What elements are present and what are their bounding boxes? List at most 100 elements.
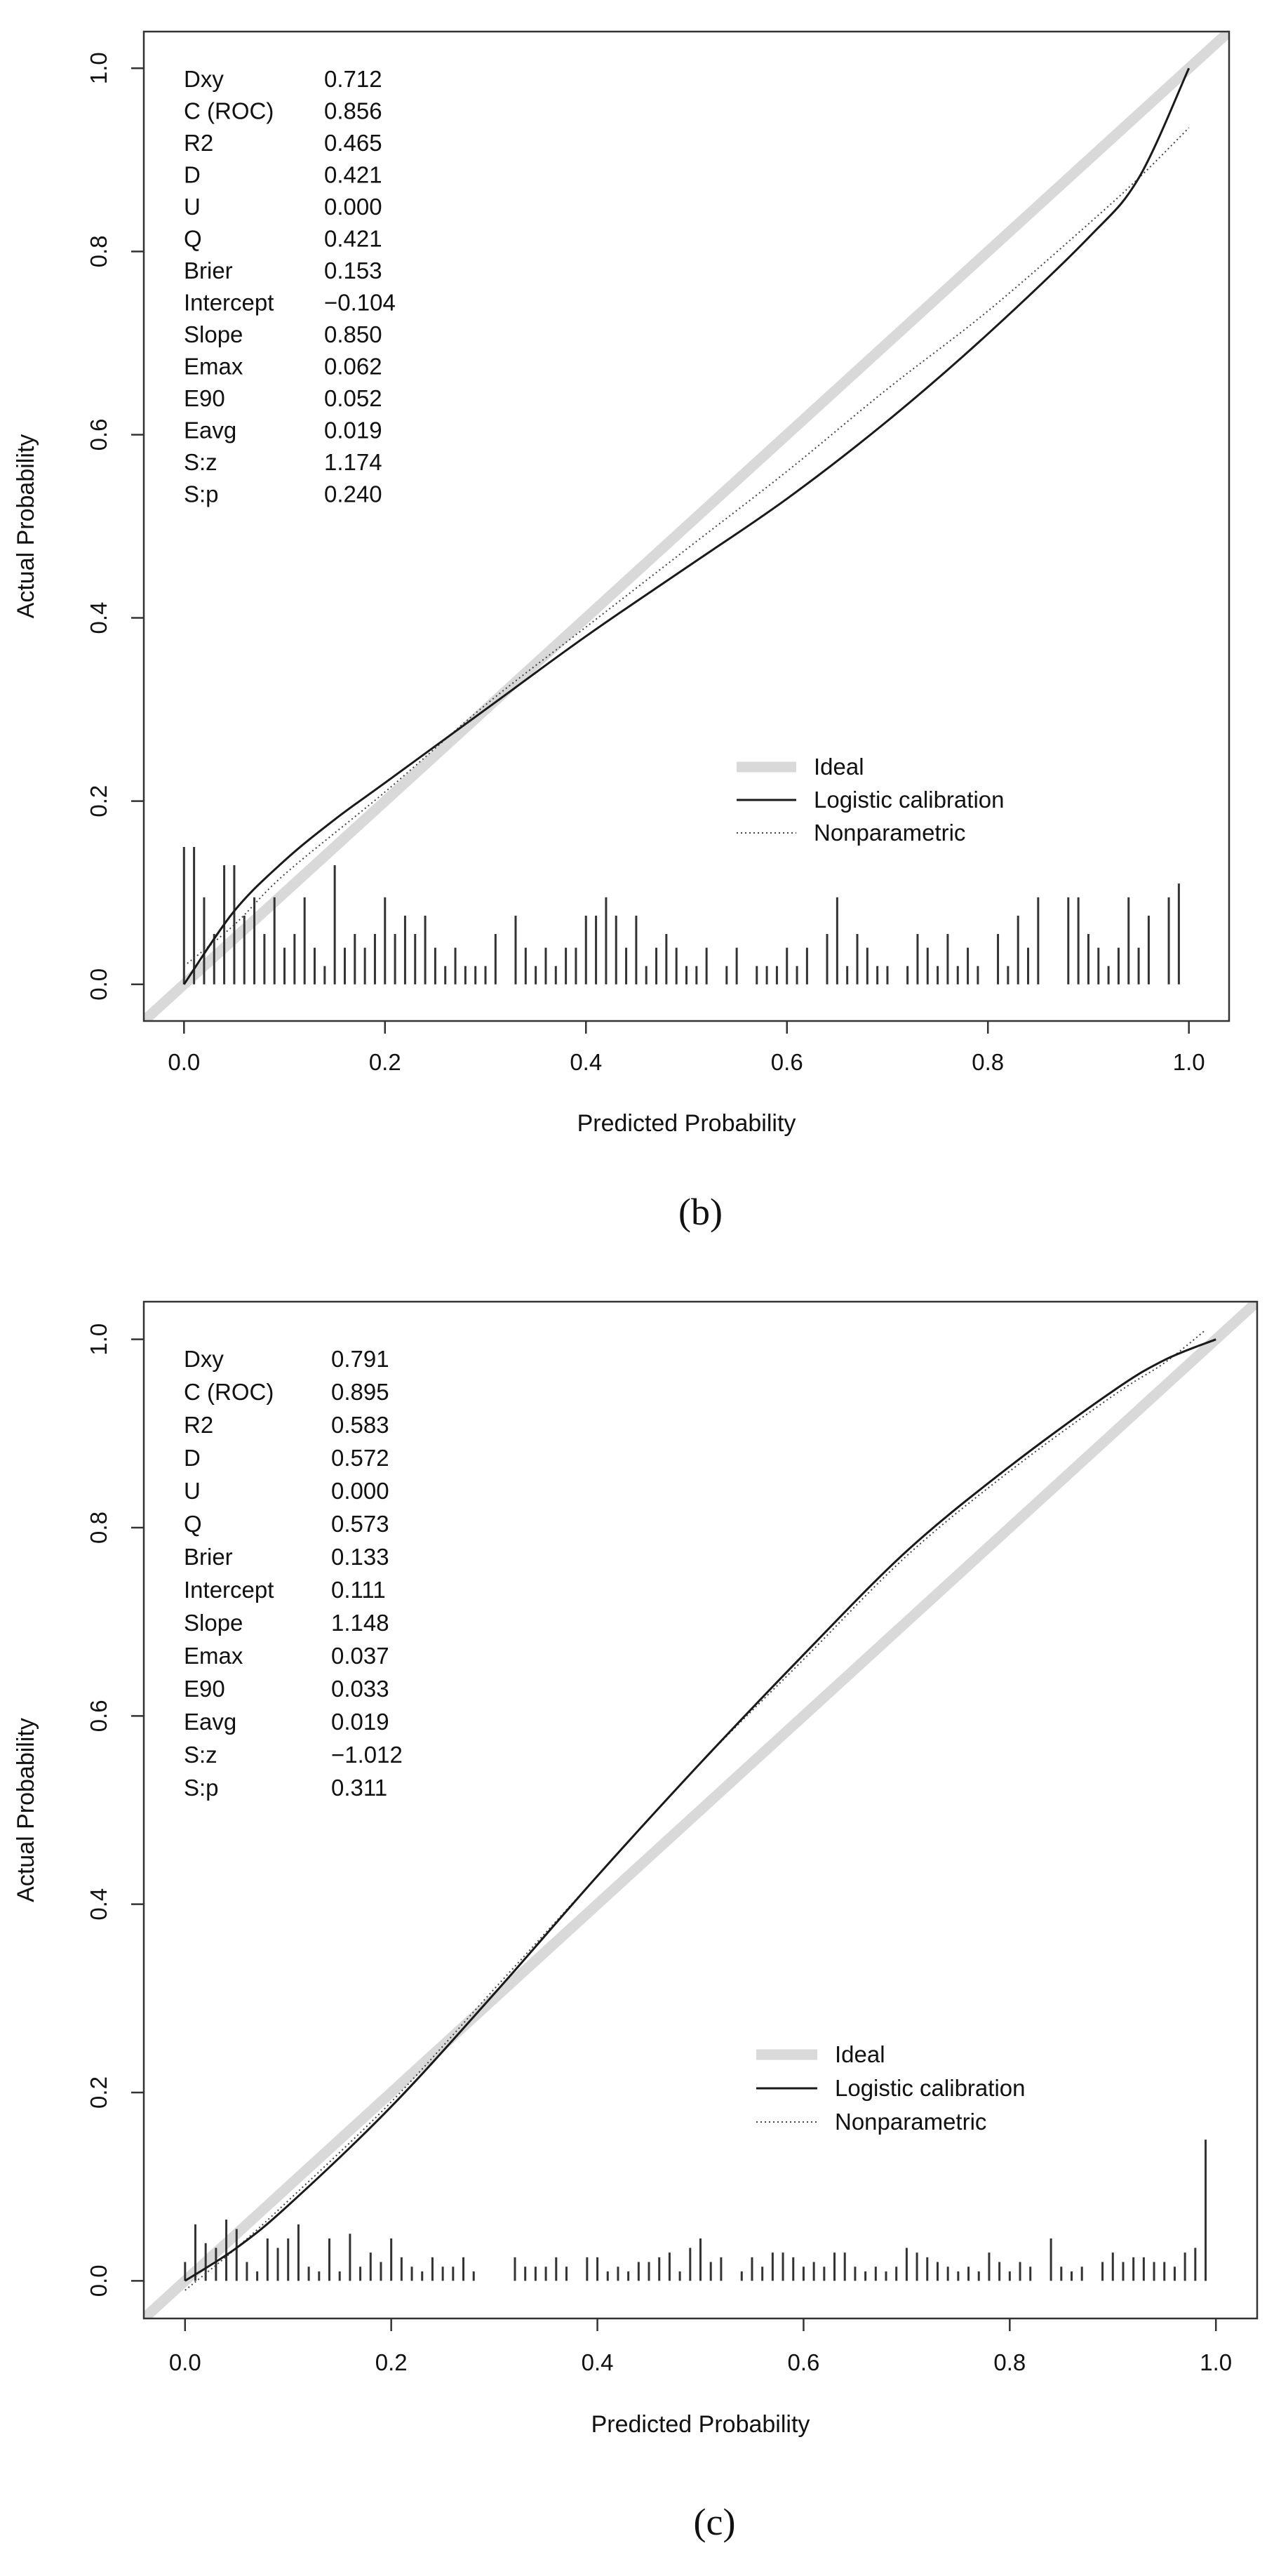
panel-2-stat-value: 0.000 [331, 1478, 389, 1504]
panel-1-legend-label: Logistic calibration [814, 787, 1004, 813]
panel-2-y-tick-label: 0.0 [86, 2264, 112, 2297]
panel-2-stat-label: Emax [184, 1643, 243, 1669]
panel-1-stat-label: Q [184, 226, 202, 252]
panel-1-x-tick-label: 0.0 [168, 1049, 200, 1075]
panel-2-stat-value: 0.895 [331, 1379, 389, 1405]
panel-1-legend-label: Ideal [814, 754, 864, 780]
panel-2-logistic-calibration-line [184, 1338, 1216, 2282]
panel-1-stat-label: Intercept [184, 290, 274, 316]
panel-1-plot-frame [142, 30, 1230, 1022]
panel-1-stat-value: 0.000 [324, 194, 382, 220]
panel-1-nonparametric-line [183, 127, 1190, 967]
panel-2-stat-value: 0.572 [331, 1445, 389, 1471]
panel-2-y-tick-label: 0.8 [86, 1511, 112, 1544]
panel-1-stat-label: Slope [184, 321, 243, 347]
panel-1-stat-label: Brier [184, 258, 233, 283]
panel-2-stat-value: 0.573 [331, 1511, 389, 1537]
panel-1-stat-value: 0.062 [324, 354, 382, 380]
panel-1-stat-label: D [184, 162, 201, 188]
panel-1-y-tick-label: 0.8 [86, 235, 112, 267]
panel-1-panel-letter: (b) [678, 1191, 723, 1233]
panel-2-stat-value: 1.148 [331, 1610, 389, 1636]
panel-1-stat-label: Eavg [184, 418, 236, 443]
panel-1-stat-value: 0.465 [324, 130, 382, 156]
panel-2-stat-label: R2 [184, 1412, 213, 1438]
panel-2-stat-value: 0.037 [331, 1643, 389, 1669]
panel-1-stat-value: 0.240 [324, 481, 382, 507]
panel-2-stat-value: 0.311 [331, 1775, 387, 1801]
panel-1-stat-label: C (ROC) [184, 98, 274, 124]
panel-2-stat-value: 0.583 [331, 1412, 389, 1438]
panel-2-stat-label: Intercept [184, 1577, 274, 1603]
panel-2-stat-label: Eavg [184, 1709, 236, 1735]
panel-2-stat-value: 0.033 [331, 1676, 389, 1702]
panel-2-x-tick-label: 0.8 [993, 2349, 1026, 2375]
panel-1-stat-value: −0.104 [324, 290, 396, 316]
panel-2-stat-label: Brier [184, 1544, 233, 1570]
panel-2-y-tick-label: 0.4 [86, 1888, 112, 1921]
panel-1-y-tick-label: 0.4 [86, 602, 112, 634]
panel-1-x-tick-label: 0.2 [369, 1049, 401, 1075]
panel-1-legend-label: Nonparametric [814, 820, 965, 846]
panel-1-y-tick-label: 1.0 [86, 52, 112, 84]
panel-2-stat-label: Q [184, 1511, 202, 1537]
panel-1-stat-value: 0.850 [324, 321, 382, 347]
panel-1-stat-value: 0.421 [324, 162, 382, 188]
panel-2-x-tick-label: 0.2 [375, 2349, 408, 2375]
panel-2-stat-label: E90 [184, 1676, 225, 1702]
panel-2-y-tick-label: 0.2 [86, 2076, 112, 2109]
panel-2-stat-value: −1.012 [331, 1742, 403, 1768]
panel-1-stat-value: 1.174 [324, 449, 382, 475]
panel-2-x-tick-label: 0.0 [169, 2349, 201, 2375]
panel-2-y-axis-title: Actual Probability [13, 1718, 39, 1902]
panel-2-ideal-line [144, 1302, 1257, 2318]
panel-2-x-tick-label: 1.0 [1200, 2349, 1232, 2375]
panel-2-x-tick-label: 0.4 [582, 2349, 614, 2375]
panel-1-y-tick-label: 0.2 [86, 785, 112, 817]
panel-2-stat-label: S:p [184, 1775, 219, 1801]
panel-2-stat-value: 0.019 [331, 1709, 389, 1735]
panel-1-x-tick-label: 0.8 [972, 1049, 1004, 1075]
panel-1-stat-value: 0.019 [324, 418, 382, 443]
panel-1-stat-label: R2 [184, 130, 213, 156]
panel-1-stat-value: 0.421 [324, 226, 382, 252]
panel-2-plot-frame [142, 1300, 1259, 2320]
panel-1-stat-label: E90 [184, 385, 225, 411]
panel-1-stat-label: S:p [184, 481, 219, 507]
panel-1-stat-value: 0.153 [324, 258, 382, 283]
panel-2-stat-label: C (ROC) [184, 1379, 274, 1405]
panel-2-stat-label: U [184, 1478, 201, 1504]
panel-2-legend-label: Logistic calibration [835, 2075, 1025, 2101]
panel-1-stat-value: 0.856 [324, 98, 382, 124]
panel-1-stat-value: 0.052 [324, 385, 382, 411]
panel-2-stat-value: 0.133 [331, 1544, 389, 1570]
panel-1-y-axis-title: Actual Probability [13, 434, 39, 619]
panel-2-x-tick-label: 0.6 [788, 2349, 820, 2375]
panel-1-ideal-line [144, 32, 1229, 1021]
panel-1-logistic-calibration-line [183, 67, 1191, 985]
panel-2-x-axis-title: Predicted Probability [591, 2411, 810, 2438]
panel-2-stat-value: 0.791 [331, 1346, 389, 1372]
panel-1-x-tick-label: 0.6 [771, 1049, 803, 1075]
panel-2-stat-label: Slope [184, 1610, 243, 1636]
panel-2-stat-label: Dxy [184, 1346, 224, 1372]
panel-1-stat-value: 0.712 [324, 66, 382, 92]
panel-2-legend-label: Ideal [835, 2041, 885, 2067]
panel-2-panel-letter: (c) [694, 2501, 736, 2543]
panel-2-stat-label: S:z [184, 1742, 217, 1768]
panel-2-stat-label: D [184, 1445, 201, 1471]
panel-1-x-axis-title: Predicted Probability [577, 1110, 796, 1137]
panel-2-y-tick-label: 0.6 [86, 1700, 112, 1732]
panel-1-stat-label: Dxy [184, 66, 224, 92]
panel-1-stat-label: U [184, 194, 201, 220]
panel-1-x-tick-label: 1.0 [1173, 1049, 1205, 1075]
panel-1-x-tick-label: 0.4 [570, 1049, 602, 1075]
panel-1-stat-label: S:z [184, 449, 217, 475]
panel-1-stat-label: Emax [184, 354, 243, 380]
panel-1-y-tick-label: 0.0 [86, 968, 112, 1001]
panel-2-y-tick-label: 1.0 [86, 1323, 112, 1356]
panel-1-y-tick-label: 0.6 [86, 419, 112, 451]
panel-2-stat-value: 0.111 [331, 1577, 386, 1603]
